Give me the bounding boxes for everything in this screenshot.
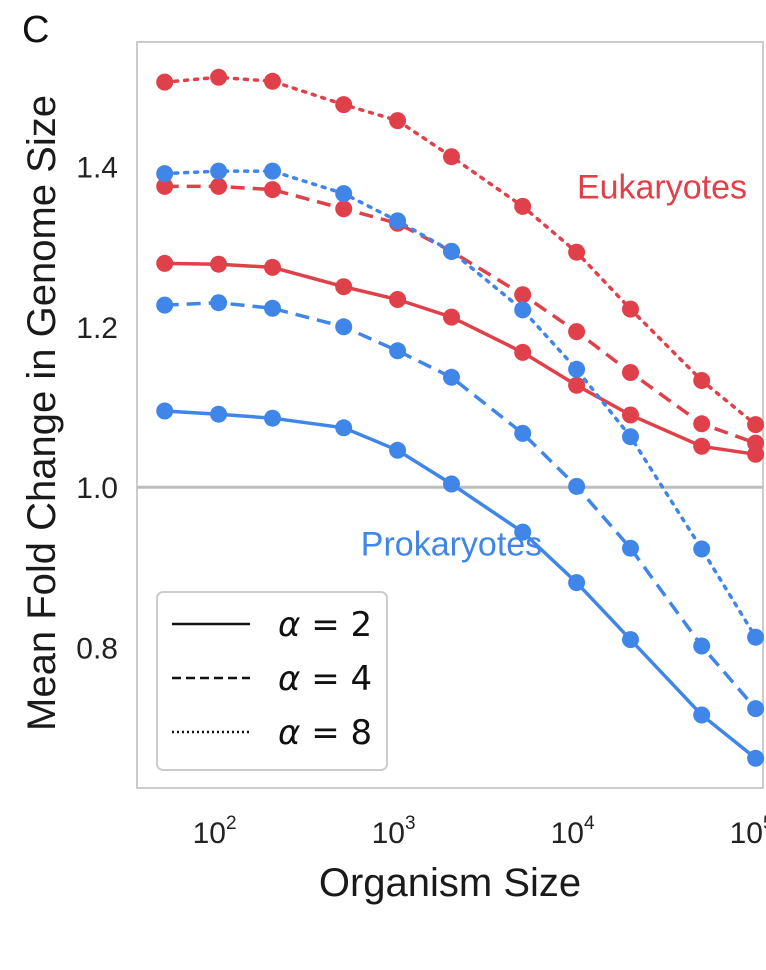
- eukaryotes-alpha-8-point: [389, 112, 407, 130]
- eukaryotes-alpha-2-point: [514, 343, 532, 361]
- prokaryotes-alpha-4-point: [693, 637, 711, 655]
- eukaryotes-alpha-2-line: [164, 261, 756, 457]
- y-tick-label: 1.0: [76, 472, 118, 505]
- series-layer: [156, 68, 765, 767]
- eukaryotes-alpha-4-point: [693, 415, 711, 433]
- prokaryotes-alpha-2-point: [747, 749, 765, 767]
- prokaryotes-alpha-8-point: [693, 540, 711, 558]
- eukaryotes-alpha-8-point: [335, 96, 353, 114]
- prokaryotes-alpha-8-point: [622, 428, 639, 446]
- eukaryotes-alpha-4-point: [335, 200, 353, 218]
- plot-frame: [136, 41, 764, 789]
- prokaryotes-alpha-8-point: [443, 242, 460, 260]
- eukaryotes-alpha-8-point: [693, 372, 711, 389]
- prokaryotes-alpha-8-point: [210, 162, 228, 180]
- prokaryotes-alpha-4-point: [389, 342, 407, 360]
- prokaryotes-alpha-2-point: [264, 409, 281, 427]
- prokaryotes-alpha-4-point: [335, 318, 353, 336]
- eukaryotes-alpha-2-point: [389, 291, 407, 308]
- eukaryotes-alpha-4-line: [164, 184, 757, 445]
- prokaryotes-alpha-4-point: [568, 477, 586, 495]
- panel-label: C: [22, 9, 49, 51]
- x-axis-title: Organism Size: [319, 861, 581, 905]
- eukaryotes-alpha-4-point: [264, 181, 281, 199]
- prokaryotes-alpha-4-point: [264, 299, 281, 317]
- eukaryotes-alpha-4-point: [622, 364, 639, 381]
- eukaryotes-alpha-8-point: [264, 72, 281, 90]
- prokaryotes-alpha-4-point: [747, 700, 765, 718]
- eukaryotes-alpha-8-point: [622, 300, 639, 318]
- prokaryotes-alpha-2-point: [443, 475, 460, 493]
- eukaryotes-alpha-4-point: [568, 323, 586, 341]
- eukaryotes-alpha-4-point: [514, 286, 532, 304]
- prokaryotes-alpha-8-point: [264, 162, 281, 180]
- legend-box: [156, 591, 388, 771]
- eukaryotes-alpha-4-point: [156, 177, 174, 195]
- prokaryotes-alpha-2-point: [156, 402, 174, 420]
- eukaryotes-alpha-4-point: [210, 177, 228, 195]
- prokaryotes-alpha-8-line: [162, 169, 758, 639]
- x-tick-label: 105: [730, 813, 766, 850]
- eukaryotes-alpha-2-point: [568, 376, 586, 394]
- eukaryotes-alpha-4-point: [747, 434, 765, 452]
- eukaryotes-alpha-2-point: [210, 255, 228, 273]
- eukaryotes-alpha-2-point: [335, 278, 353, 296]
- eukaryotes-alpha-2-point: [622, 406, 639, 424]
- prokaryotes-alpha-2-point: [514, 523, 532, 541]
- prokaryotes-alpha-8-point: [389, 212, 407, 230]
- prokaryotes-alpha-8-point: [747, 628, 765, 646]
- eukaryotes-alpha-8-point: [568, 243, 586, 261]
- x-tick-labels: 102 103 104 105: [193, 813, 766, 850]
- y-tick-label: 1.4: [76, 151, 118, 184]
- prokaryotes-alpha-8-point: [514, 301, 532, 319]
- y-tick-label: 1.2: [76, 312, 118, 345]
- x-tick-label: 104: [551, 813, 595, 850]
- x-tick-label: 102: [193, 813, 237, 850]
- eukaryotes-alpha-8-point: [156, 73, 174, 91]
- eukaryotes-alpha-8-line: [162, 75, 758, 427]
- eukaryotes-alpha-2-point: [443, 308, 460, 326]
- y-axis-title: Mean Fold Change in Genome Size: [20, 95, 64, 731]
- legend: α = 2 α = 4 α = 8: [156, 591, 388, 771]
- prokaryotes-alpha-8-point: [335, 185, 353, 203]
- y-tick-label: 0.8: [76, 633, 118, 666]
- eukaryotes-alpha-8-point: [443, 148, 460, 166]
- eukaryotes-annotation: Eukaryotes: [577, 168, 747, 206]
- legend-entry-alpha-2: α = 2: [278, 605, 372, 645]
- prokaryotes-alpha-4-point: [622, 539, 639, 557]
- prokaryotes-alpha-2-point: [693, 706, 711, 724]
- legend-entry-alpha-4: α = 4: [278, 659, 372, 699]
- prokaryotes-alpha-8-point: [568, 360, 586, 378]
- eukaryotes-alpha-2-point: [693, 437, 711, 455]
- prokaryotes-alpha-4-line: [164, 300, 757, 710]
- x-tick-label: 103: [372, 813, 416, 850]
- y-tick-labels: 0.8 1.0 1.2 1.4: [76, 151, 118, 665]
- prokaryotes-annotation: Prokaryotes: [361, 525, 542, 563]
- prokaryotes-alpha-2-point: [568, 574, 586, 592]
- prokaryotes-alpha-8-point: [156, 165, 174, 183]
- prokaryotes-alpha-4-point: [443, 368, 460, 386]
- prokaryotes-alpha-4-point: [156, 296, 174, 314]
- prokaryotes-alpha-2-point: [335, 419, 353, 437]
- prokaryotes-alpha-4-point: [210, 294, 228, 312]
- eukaryotes-alpha-8-point: [514, 197, 532, 215]
- legend-entry-alpha-8: α = 8: [278, 713, 372, 753]
- eukaryotes-alpha-2-point: [156, 254, 174, 272]
- prokaryotes-alpha-4-point: [514, 424, 532, 442]
- prokaryotes-alpha-2-point: [210, 405, 228, 423]
- prokaryotes-alpha-2-point: [622, 631, 639, 649]
- eukaryotes-alpha-8-point: [210, 68, 228, 86]
- eukaryotes-alpha-8-point: [747, 416, 765, 434]
- eukaryotes-alpha-2-point: [264, 258, 281, 276]
- prokaryotes-alpha-2-point: [389, 441, 407, 459]
